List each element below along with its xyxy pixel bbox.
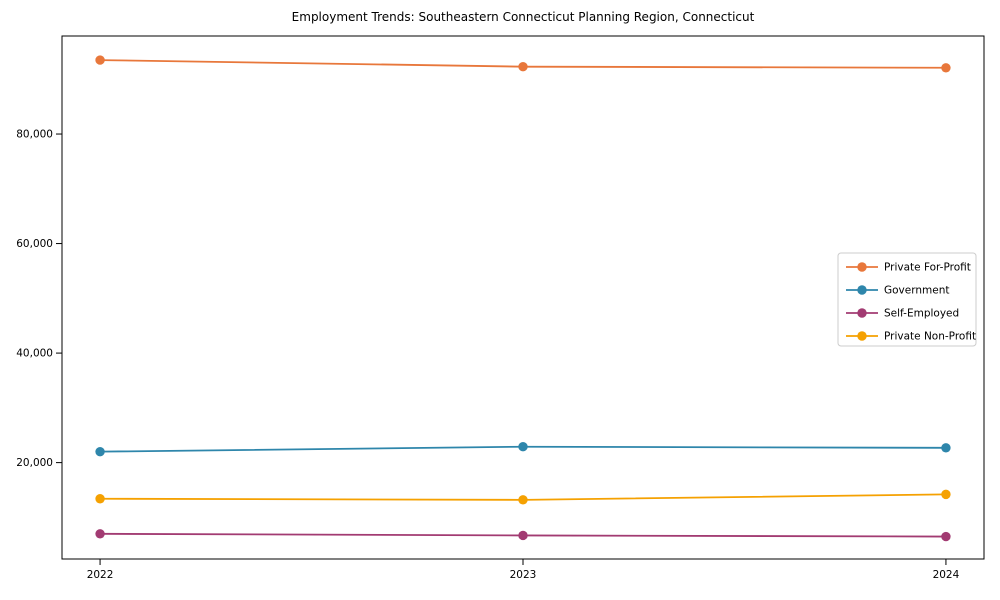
data-point-private-for-profit xyxy=(95,55,105,65)
legend-marker-private-non-profit xyxy=(857,331,867,341)
y-axis-tick-label: 40,000 xyxy=(16,348,53,360)
x-axis-tick-label: 2022 xyxy=(87,569,114,581)
legend-marker-government xyxy=(857,285,867,295)
data-point-self-employed xyxy=(518,530,528,541)
legend-box xyxy=(837,252,977,347)
data-point-private-non-profit xyxy=(518,495,528,505)
legend-label-private-non-profit: Private Non-Profit xyxy=(884,331,976,343)
x-axis-tick-label: 2024 xyxy=(933,569,960,581)
data-point-private-for-profit xyxy=(941,63,951,73)
legend-label-private-for-profit: Private For-Profit xyxy=(884,262,971,274)
legend-label-government: Government xyxy=(884,285,949,297)
chart-title: Employment Trends: Southeastern Connecti… xyxy=(291,10,755,24)
y-axis-tick-label: 60,000 xyxy=(16,238,53,250)
y-axis-tick-label: 80,000 xyxy=(16,129,53,141)
x-axis-tick-label: 2023 xyxy=(510,569,537,581)
legend-label-self-employed: Self-Employed xyxy=(884,308,959,320)
legend-marker-self-employed xyxy=(857,308,867,318)
data-point-private-non-profit xyxy=(941,489,951,500)
data-point-self-employed xyxy=(941,531,951,542)
data-point-government xyxy=(95,446,105,457)
y-axis-tick-label: 20,000 xyxy=(16,457,53,469)
data-point-private-for-profit xyxy=(518,61,528,72)
legend-marker-private-for-profit xyxy=(857,262,867,272)
data-point-government xyxy=(941,443,951,453)
data-point-government xyxy=(518,442,528,452)
data-point-private-non-profit xyxy=(95,494,105,504)
data-point-self-employed xyxy=(95,529,105,539)
